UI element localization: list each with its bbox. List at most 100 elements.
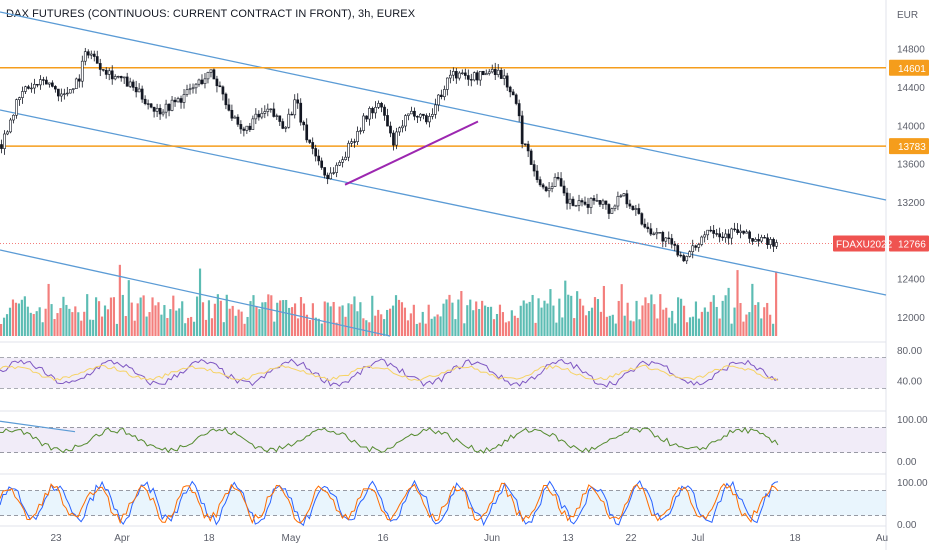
volume-bar: [709, 301, 712, 336]
volume-bar: [611, 314, 614, 336]
candle-body: [679, 254, 683, 257]
volume-bar: [641, 305, 644, 336]
candle-body: [670, 238, 674, 245]
candle-body: [62, 93, 66, 95]
volume-bar: [276, 302, 279, 336]
volume-bar: [14, 302, 18, 336]
candle-body: [425, 115, 428, 123]
price-badge-label: 12766: [898, 239, 926, 250]
volume-bar: [629, 320, 632, 336]
volume-bar: [207, 300, 211, 336]
volume-bar: [365, 320, 368, 336]
volume-bar: [389, 308, 392, 336]
volume-bar: [522, 300, 525, 336]
candle-body: [487, 71, 491, 74]
candle-body: [27, 86, 30, 89]
volume-bar: [148, 312, 151, 336]
volume-bar: [80, 320, 83, 336]
price-tick-label: 12000: [897, 313, 925, 324]
volume-bar: [736, 270, 739, 336]
volume-bar: [501, 312, 505, 336]
candle-body: [323, 167, 327, 176]
candle-body: [583, 201, 587, 205]
candle-body: [266, 108, 270, 112]
time-tick-label: Au: [876, 533, 888, 544]
volume-bar: [151, 297, 154, 336]
rsi-signal-line: [0, 364, 779, 382]
volume-bar: [160, 314, 163, 336]
candle-body: [176, 98, 180, 103]
candle-body: [374, 107, 377, 114]
candle-body: [227, 104, 231, 111]
volume-bar: [219, 300, 222, 336]
candle-body: [721, 236, 724, 239]
volume-bar: [302, 303, 306, 336]
volume-bar: [201, 302, 205, 336]
candle-body: [613, 205, 617, 210]
time-tick-label: Jun: [484, 533, 500, 544]
candle-body: [131, 81, 135, 88]
price-badge-label: 14601: [898, 64, 926, 75]
volume-bar: [380, 314, 383, 336]
candle-body: [33, 83, 36, 89]
volume-bar: [38, 307, 41, 336]
candle-body: [48, 82, 51, 85]
candle-body: [200, 79, 204, 84]
candle-body: [161, 111, 165, 115]
candle-body: [68, 89, 72, 94]
candle-body: [335, 164, 338, 173]
volume-bar: [8, 307, 12, 336]
candle-body: [320, 160, 324, 168]
candle-body: [218, 85, 222, 88]
candle-body: [155, 107, 159, 112]
candle-body: [724, 233, 727, 238]
candle-body: [71, 88, 75, 90]
volume-bar: [368, 322, 371, 336]
volume-bar: [754, 304, 757, 336]
volume-bar: [504, 322, 507, 336]
volume-bar: [124, 316, 127, 336]
candle-body: [766, 237, 769, 245]
candle-body: [685, 256, 689, 262]
candle-body: [57, 88, 60, 97]
volume-bar: [335, 322, 338, 336]
volume-bar: [296, 318, 300, 336]
candle-body: [454, 71, 458, 79]
candle-body: [664, 237, 668, 242]
candle-body: [380, 102, 383, 108]
candle-body: [736, 229, 739, 233]
volume-bar: [674, 323, 677, 336]
candle-body: [329, 172, 332, 180]
candle-body: [24, 86, 27, 92]
volume-bar: [377, 309, 380, 336]
volume-bar: [439, 316, 442, 336]
volume-bar: [362, 318, 365, 336]
candle-body: [344, 156, 347, 160]
candle-body: [95, 56, 99, 64]
candle-body: [275, 115, 279, 117]
candle-body: [308, 139, 312, 143]
volume-bar: [507, 321, 510, 336]
candle-body: [547, 188, 551, 192]
volume-bar: [53, 319, 56, 336]
candle-body: [448, 74, 452, 79]
volume-bar: [258, 309, 261, 336]
stoch-d-line: [0, 482, 779, 525]
volume-bar: [623, 315, 626, 336]
volume-bar: [617, 300, 620, 336]
volume-bar: [50, 304, 53, 336]
volume-bar: [44, 308, 47, 336]
volume-bar: [347, 303, 350, 336]
candle-body: [772, 239, 775, 247]
candle-body: [86, 51, 90, 56]
candle-body: [45, 79, 48, 85]
candle-body: [278, 115, 282, 122]
candle-body: [652, 233, 656, 235]
currency-label: EUR: [897, 10, 918, 21]
candle-body: [643, 223, 647, 228]
volume-bar: [175, 310, 178, 336]
volume-bar: [293, 303, 297, 336]
volume-bar: [166, 318, 169, 336]
candle-body: [745, 231, 748, 234]
